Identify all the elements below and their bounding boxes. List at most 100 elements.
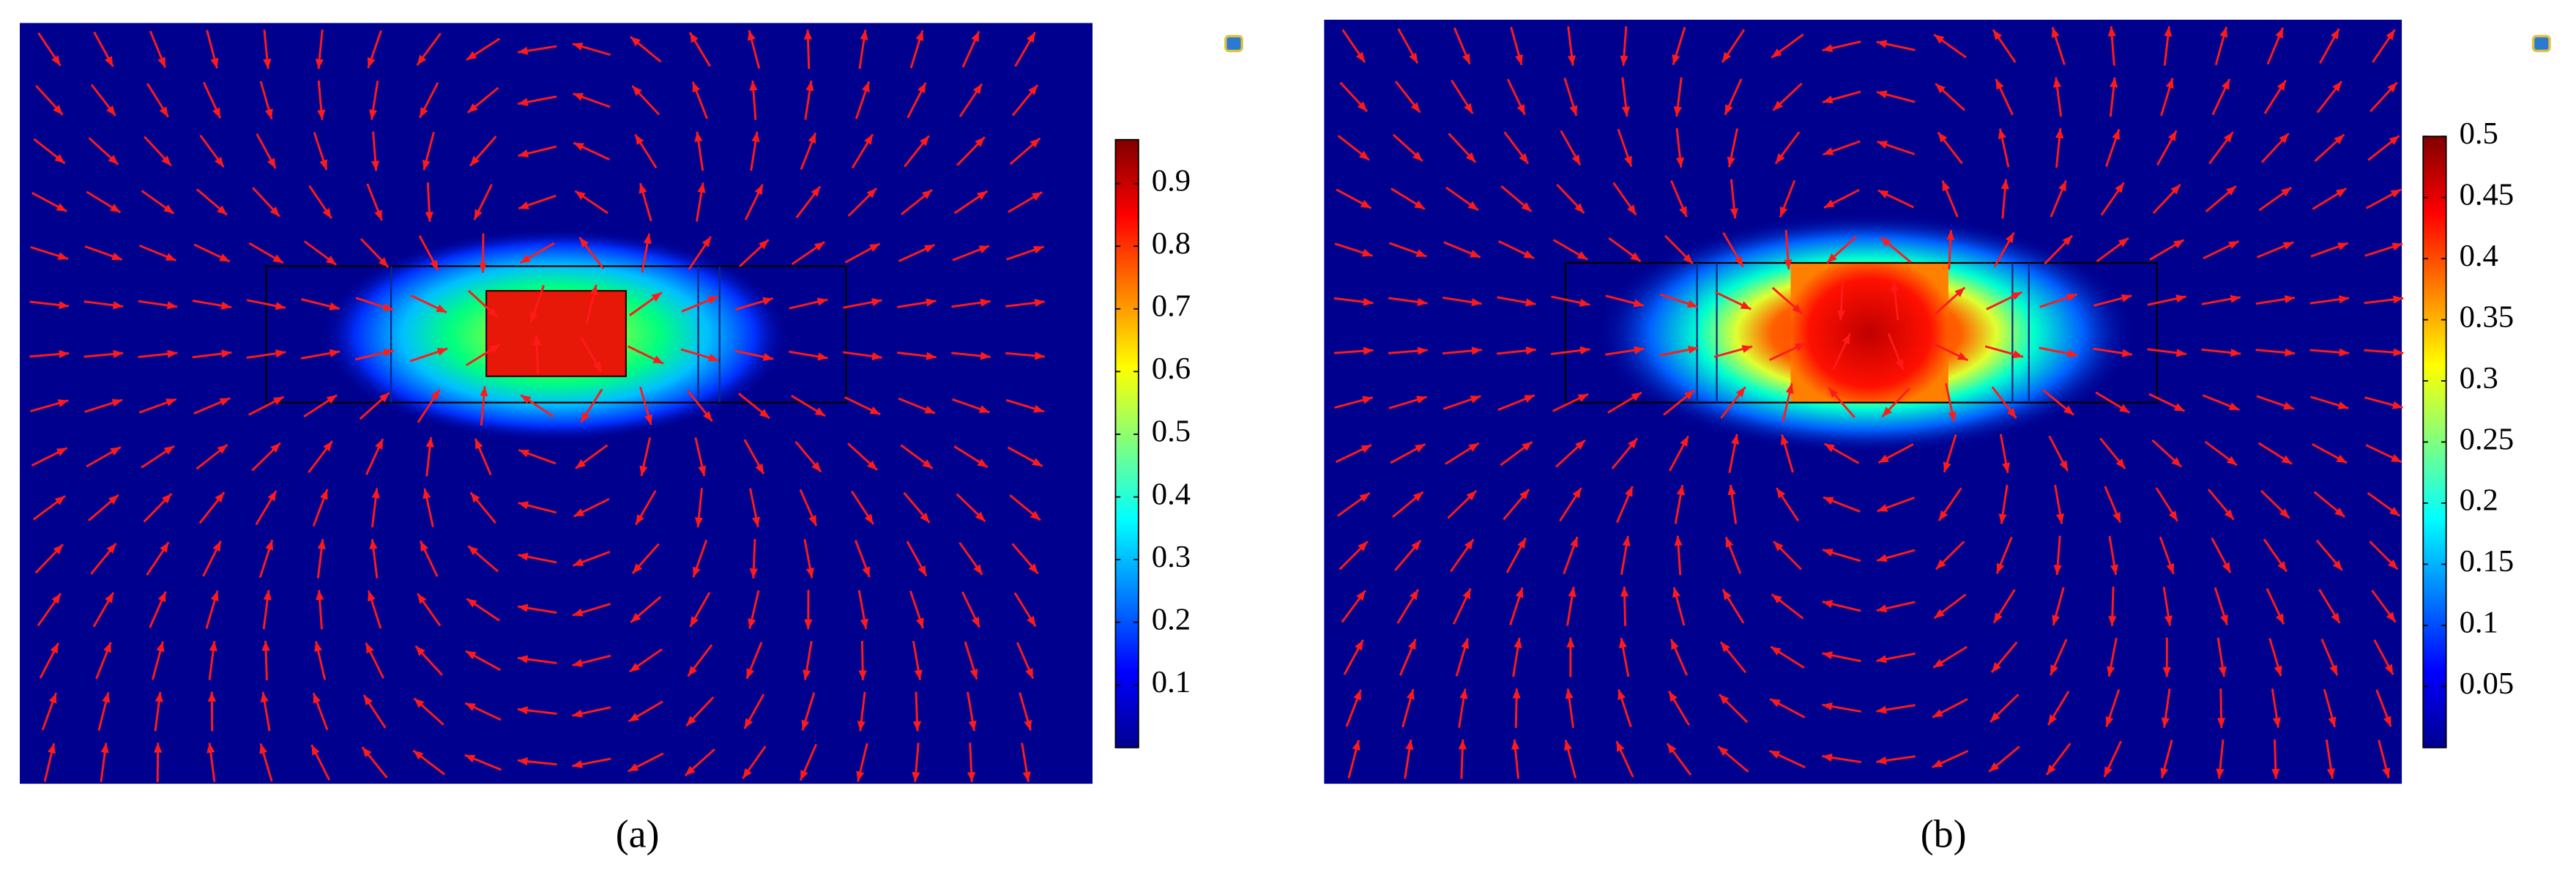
field-arrow-head [1032,245,1044,254]
field-arrow-head [2165,78,2174,89]
field-arrow-head [800,770,808,781]
field-arrow-head [1672,587,1680,598]
field-arrow-head [1356,590,1366,601]
field-arrow-head [2216,718,2226,728]
field-arrow-head [639,465,648,476]
field-arrow-head [374,209,382,220]
colorbar-tick-label: 0.45 [2460,177,2514,212]
field-arrow-head [1621,106,1631,117]
field-arrow-head [1024,719,1032,731]
field-arrow-head [1568,587,1577,598]
field-arrow-head [57,399,69,407]
field-arrow-head [635,134,644,146]
field-arrow-head [518,46,529,55]
field-arrow-head [2053,565,2062,576]
field-arrow-head [805,567,814,579]
field-arrow-head [1989,762,2000,772]
field-arrow-head [420,541,428,552]
field-arrow-head [579,237,589,248]
field-arrow-head [1880,237,1891,247]
field-arrow-head [1722,589,1732,601]
colorbar-tick-label: 0.5 [2460,116,2498,151]
field-arrow-head [1683,390,1694,400]
field-arrow-head [1565,688,1574,699]
field-arrow-head [1669,691,1678,702]
field-arrow-head [915,30,924,42]
field-arrow-head [2391,242,2403,251]
field-arrow-head [1517,538,1526,549]
field-arrow-head [1030,510,1041,521]
field-arrow-head [1026,32,1035,43]
field-arrow-head [1720,642,1730,653]
field-arrow-head [592,361,602,372]
field-arrow-head [1823,147,1834,155]
field-arrow-head [2173,239,2184,249]
field-arrow-head [967,772,976,782]
field-arrow-head [1673,106,1682,117]
field-arrow-head [628,763,639,772]
field-arrow-head [317,109,326,120]
field-arrow-head [220,301,232,310]
field-arrow-head [517,706,528,715]
field-arrow-head [971,31,980,42]
field-arrow-head [425,437,434,447]
field-arrow-head [480,386,488,397]
field-arrow-head [264,108,273,119]
field-arrow-head [2118,404,2130,413]
field-arrow-head [1935,559,1946,570]
field-arrow-head [1028,84,1038,95]
field-arrow-head [1876,705,1887,714]
field-arrow-head [319,159,328,170]
field-arrow-head [1719,694,1730,705]
field-arrow-head [1672,54,1680,65]
field-arrow-head [2383,716,2391,727]
field-arrow-head [518,552,529,561]
field-arrow-head [267,157,276,169]
field-arrow-head [1718,746,1729,757]
field-arrow-head [2161,717,2170,728]
field-arrow-head [2005,232,2014,244]
field-arrow-head [912,721,922,732]
field-arrow-head [817,352,828,361]
field-arrow-head [1620,55,1628,66]
field-arrow-head [2223,132,2233,143]
field-arrow-head [518,603,529,612]
field-arrow-head [2393,348,2404,357]
field-arrow-head [2167,130,2177,141]
field-arrow-head [968,720,977,731]
field-arrow-head [375,439,383,450]
field-arrow-head [573,508,585,517]
field-arrow-head [759,409,770,418]
field-arrow-head [1515,54,1523,65]
field-arrow-head [1416,395,1427,404]
field-arrow-head [744,718,753,729]
field-arrow-head [1823,549,1834,557]
field-arrow-head [2222,562,2231,573]
field-arrow-head [1470,249,1481,258]
field-arrow-head [1358,541,1368,551]
field-arrow-head [2107,26,2116,37]
field-arrow-head [862,81,870,92]
field-arrow-head [1522,442,1533,451]
field-arrow-head [100,743,109,754]
field-arrow-head [1409,52,1418,64]
field-arrow-head [2115,182,2124,193]
field-arrow-head [1740,301,1752,310]
field-arrow-head [265,540,274,551]
field-arrow-head [436,304,447,313]
field-arrow-head [2104,766,2112,777]
field-arrow-head [922,459,933,469]
field-arrow-head [113,349,124,358]
field-arrow-head [2121,349,2132,357]
field-arrow-head [856,770,865,782]
field-arrow-head [106,543,116,554]
field-arrow-head [420,107,428,118]
field-arrow-head [636,514,644,525]
field-arrow-head [2118,238,2129,248]
field-arrow-head [572,760,583,769]
field-arrow-head [382,302,394,311]
field-arrow-head [102,692,111,703]
field-arrow-head [1574,203,1585,213]
field-arrow-head [1524,395,1535,403]
field-arrow-head [914,669,923,680]
